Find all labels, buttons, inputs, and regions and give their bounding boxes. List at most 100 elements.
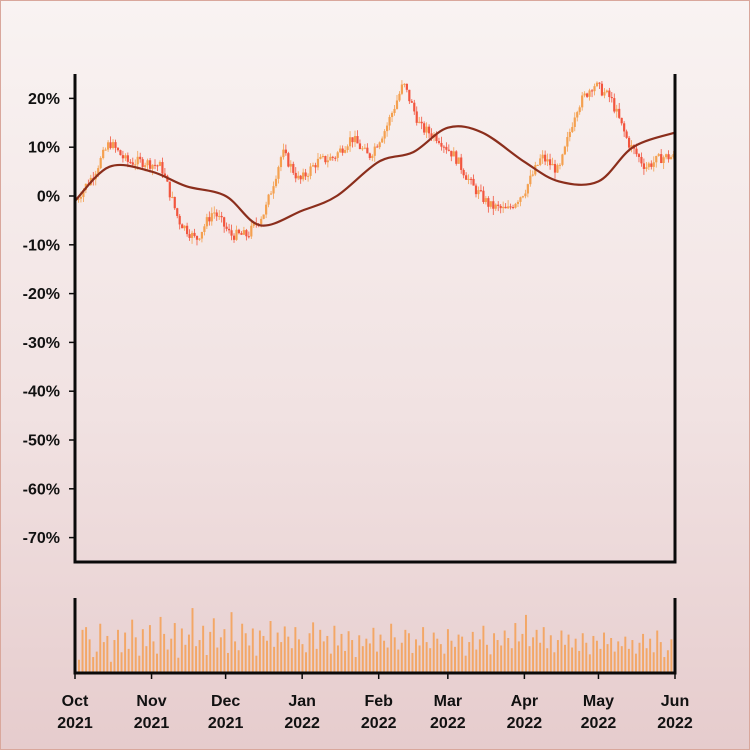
candle-down (469, 178, 473, 180)
candle-down (586, 93, 589, 97)
volume-bar (177, 657, 180, 672)
candle-up (200, 231, 204, 239)
volume-bar (326, 635, 329, 672)
volume-bar (404, 629, 407, 672)
volume-bar (482, 625, 485, 672)
volume-bar (503, 630, 506, 672)
candle-down (331, 156, 334, 158)
candle-up (373, 146, 376, 156)
volume-bar (411, 652, 414, 672)
candle-down (284, 149, 287, 154)
candles (74, 80, 675, 246)
volume-bar (642, 633, 645, 672)
candle-up (104, 149, 107, 151)
candle-up (546, 159, 549, 162)
candle-up (213, 212, 216, 214)
volume-bar (649, 638, 652, 672)
candle-down (613, 98, 616, 112)
volume-bar (567, 634, 570, 672)
candle-down (642, 163, 646, 169)
candle-down (635, 148, 638, 155)
candle-up (521, 196, 525, 198)
volume-bar (493, 633, 496, 672)
volume-bar (106, 635, 109, 672)
candle-up (595, 82, 599, 87)
volume-panel: Oct 2021 Nov 2021 Dec 2021 Jan 2022 Feb 2022 Mar 20… (57, 598, 693, 732)
volume-bar (354, 657, 357, 672)
candle-up (252, 223, 255, 226)
volume-bar (209, 631, 212, 672)
candle-down (492, 201, 495, 209)
candle-down (161, 162, 164, 174)
volume-bar (205, 655, 208, 672)
candle-up (97, 168, 100, 174)
candle-down (413, 102, 416, 112)
candle-up (558, 164, 562, 166)
volume-bar (588, 654, 591, 672)
candle-up (274, 178, 278, 187)
volume-bar (645, 648, 648, 672)
volume-bar (219, 637, 222, 672)
candle-down (232, 235, 236, 240)
volume-bar (361, 646, 364, 672)
candle-down (148, 160, 152, 169)
volume-bar (634, 653, 637, 672)
candle-up (457, 157, 460, 164)
candle-down (600, 83, 604, 96)
volume-bar (315, 648, 318, 672)
volume-bar (92, 657, 95, 672)
candle-down (474, 185, 478, 195)
candle-up (267, 194, 270, 205)
candle-down (479, 190, 483, 192)
candle-down (450, 150, 453, 157)
candle-up (662, 157, 665, 163)
volume-bar (223, 629, 226, 672)
candle-up (79, 197, 83, 199)
x-tick-month: Jun (661, 693, 689, 710)
volume-bar (592, 635, 595, 672)
candle-up (378, 142, 381, 148)
candle-down (499, 205, 502, 209)
candle-down (223, 217, 226, 227)
volume-bar (301, 644, 304, 672)
volume-bar (180, 628, 183, 672)
candle-up (316, 158, 320, 168)
volume-bar (287, 636, 290, 672)
volume-bar (383, 640, 386, 672)
volume-bar (117, 629, 119, 672)
candle-up (566, 137, 569, 147)
candle-down (186, 225, 189, 235)
volume-bar (283, 626, 286, 672)
volume-bar (372, 627, 375, 672)
candle-up (348, 137, 352, 147)
candle-down (163, 173, 166, 176)
volume-bar (617, 641, 620, 672)
candle-up (563, 146, 566, 155)
candle-up (329, 156, 332, 161)
volume-bar (255, 655, 258, 672)
volume-bar (340, 633, 343, 672)
volume-bar (485, 644, 488, 672)
candle-up (452, 151, 455, 157)
volume-bar (478, 639, 481, 672)
volume-bar (603, 632, 605, 672)
candle-down (415, 111, 418, 123)
candle-up (144, 165, 147, 167)
candle-up (218, 215, 221, 217)
candle-up (578, 107, 581, 113)
candle-down (230, 230, 233, 236)
candle-down (292, 163, 295, 173)
candle-up (77, 198, 80, 200)
candle-down (667, 154, 670, 160)
candle-down (640, 156, 643, 164)
y-tick-label: -60% (23, 481, 60, 498)
candle-up (319, 156, 322, 159)
candle-up (390, 112, 394, 118)
candle-down (225, 226, 228, 229)
volume-bar (422, 627, 425, 672)
volume-bar (251, 628, 254, 672)
volume-bar (631, 640, 634, 672)
volume-bar (184, 644, 187, 672)
y-axis-ticks: 20% 10% 0% -10% -20% -30% -40% -50% -60% -70% (23, 91, 75, 547)
candle-up (250, 225, 253, 237)
